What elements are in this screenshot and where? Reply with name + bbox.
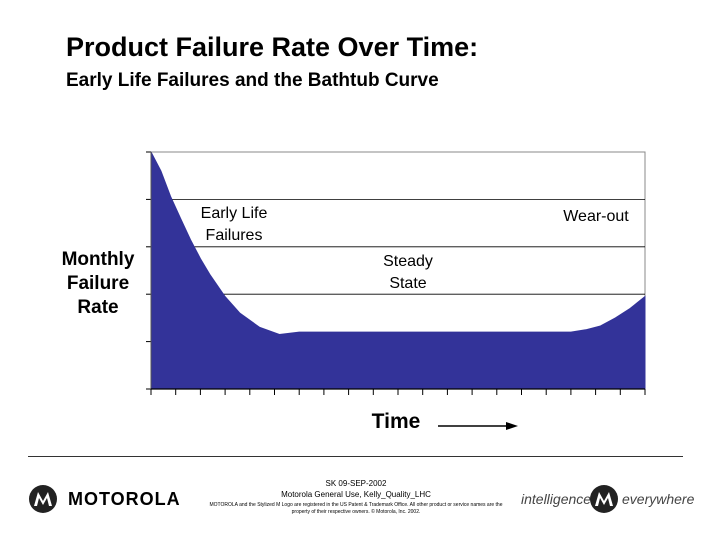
failure-rate-area [150,151,646,390]
footer-date: SK 09-SEP-2002 [325,479,387,488]
footer-usage: Motorola General Use, Kelly_Quality_LHC [281,490,431,499]
y-axis-label: Monthly Failure Rate [61,249,135,318]
motorola-m-logo-icon [29,485,57,513]
tagline-everywhere: everywhere [622,491,695,507]
motorola-m-logo-icon [590,485,618,513]
footer-legal: MOTOROLA and the Stylized M Logo are reg… [209,502,503,515]
annotation-steady-state: Steady State [383,253,433,292]
page-title: Product Failure Rate Over Time: [66,32,479,62]
annotation-early-life: Early Life Failures [200,205,268,244]
motorola-wordmark: MOTOROLA [68,489,181,509]
annotation-wear-out: Wear-out [563,208,629,225]
time-arrow-icon [438,422,518,430]
tagline-intelligence: intelligence [521,491,592,507]
footer-text: SK 09-SEP-2002 Motorola General Use, Kel… [206,479,506,516]
footer-divider [28,456,683,457]
x-axis-label: Time [371,410,421,433]
page-subtitle: Early Life Failures and the Bathtub Curv… [66,70,439,91]
